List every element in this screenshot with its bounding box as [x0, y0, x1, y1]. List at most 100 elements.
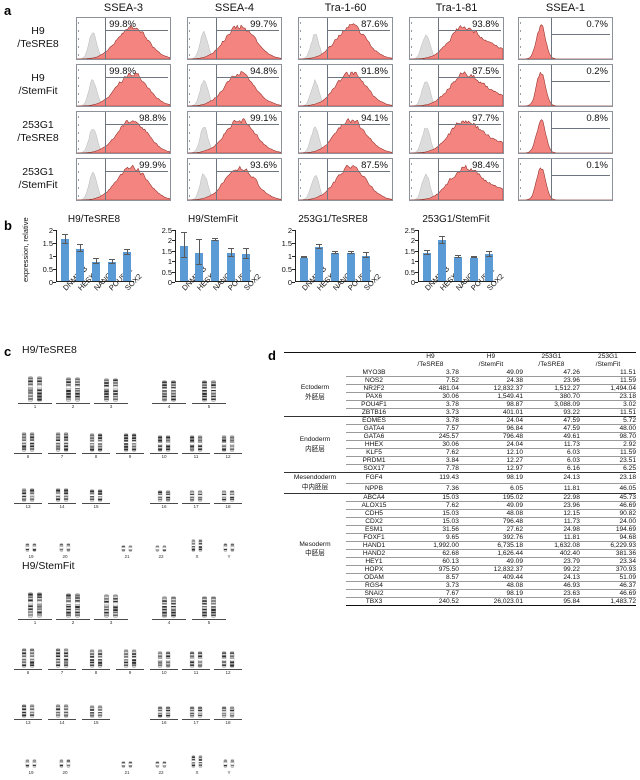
value-HOPX-col2: 12,832.37 [458, 565, 523, 574]
histogram-traces [410, 71, 503, 106]
gene-name-PAX6: PAX6 [346, 392, 402, 402]
axis-tick [520, 187, 521, 189]
y-tick-label-1-5: 2.5 [161, 226, 172, 235]
value-NOS2-col4: 11.59 [579, 376, 636, 386]
axis-tick [300, 54, 301, 56]
chromosome-pair-11 [182, 435, 210, 452]
axis-tick [520, 132, 521, 134]
chromosome-pair-10 [150, 651, 178, 668]
panel-a-flow-cytometry: a SSEA-3 SSEA-4 Tra-1-60 Tra-1-81 SSEA-1 H9/… [0, 0, 640, 212]
gate-vertical-line [438, 65, 439, 106]
chromosome-glyph [97, 433, 103, 452]
axis-tick [78, 163, 79, 165]
chromosome-number-10: 10 [161, 454, 167, 459]
axis-tick [520, 163, 521, 165]
chromosome-3-1 [103, 378, 110, 402]
chromosome-22-1 [155, 761, 160, 768]
group-baseline [82, 453, 110, 454]
value-ABCA4-col4: 45.73 [579, 493, 636, 502]
error-cap-bottom-SOX2 [124, 254, 131, 255]
gate-vertical-line [216, 159, 217, 200]
chromosome-group-14: 14 [48, 692, 76, 726]
chromosome-group-12: 12 [214, 642, 242, 676]
gate-horizontal-line [327, 124, 390, 125]
table-row: HOPX 975.50 12,832.37 99.22 370.93 [284, 565, 636, 574]
flow-histogram-ssea-3-row1 [76, 17, 171, 60]
chromosome-group-9: 9 [116, 426, 144, 460]
chromosome-glyph [157, 435, 163, 452]
flow-column-header-tra-1-81: Tra-1-81 [435, 2, 478, 14]
chromosome-pair-21 [116, 545, 138, 552]
chromosome-20-2 [66, 543, 71, 552]
negative-control-trace [188, 79, 281, 106]
value-CDX2-col2: 796.48 [458, 517, 523, 526]
axis-tick [78, 116, 79, 118]
gene-name-NPPB: NPPB [346, 483, 402, 494]
y-tick-label-0-4: 2 [48, 226, 53, 235]
value-NR2F2-col3: 1,512.27 [523, 384, 580, 394]
chromosome-glyph [165, 435, 171, 452]
y-tick-mark [415, 261, 418, 263]
axis-tick [300, 85, 301, 87]
karyotype-2: H9/StemFit 1 2 3 4 5 6 7 8 9 10 11 12 13 14 15 16 17 18 19 2… [0, 560, 266, 775]
gate-horizontal-line [216, 77, 279, 78]
histogram-traces [188, 118, 281, 153]
group-baseline [14, 719, 42, 720]
chromosome-17-2 [197, 490, 203, 502]
value-KLF5-col2: 12.10 [458, 448, 523, 458]
axis-tick [300, 116, 301, 118]
negative-control-trace [410, 127, 503, 153]
y-tick-mark [415, 240, 418, 242]
flow-histogram-tra-1-81-row2 [409, 64, 504, 107]
error-cap-top-NANOG [455, 255, 461, 257]
group-baseline [192, 619, 226, 620]
table-row: SOX17 7.78 12.97 6.16 6.25 [284, 464, 636, 474]
chromosome-glyph [29, 488, 35, 502]
error-cap-top-SOX2 [363, 252, 370, 254]
chromosome-number-5: 5 [207, 620, 211, 625]
error-cap-top-NANOG [332, 250, 338, 252]
gate-vertical-line [216, 18, 217, 59]
chromosome-pair-19 [20, 543, 42, 552]
chromosome-glyph [113, 594, 118, 618]
chromosome-pair-7 [48, 648, 76, 668]
flow-column-header-ssea-1: SSEA-1 [545, 2, 586, 14]
group-baseline [48, 719, 76, 720]
chromosome-group-11: 11 [182, 642, 210, 676]
value-CDX2-col3: 11.73 [523, 517, 580, 526]
chromosome-19-1 [25, 543, 30, 552]
chromosome-number-18: 18 [225, 720, 231, 725]
gene-name-NOS2: NOS2 [346, 376, 402, 386]
chromosome-glyph [63, 488, 69, 502]
value-ABCA4-col3: 22.98 [523, 493, 580, 502]
bar-DNMT3B [179, 245, 188, 281]
chromosome-group-21: 21 [116, 526, 138, 560]
negative-control-trace [299, 126, 392, 153]
value-EOMES-col4: 5.72 [579, 416, 636, 426]
column-header-line: H9 [426, 353, 435, 360]
chromosome-number-X: X [195, 554, 199, 559]
chromosome-pair-20 [54, 759, 76, 768]
chromosome-group-Y: Y [218, 742, 240, 776]
y-tick-mark [292, 256, 295, 257]
gate-vertical-line [216, 112, 217, 153]
panel-c-karyotypes: c H9/TeSRE8 1 2 3 4 5 6 7 8 9 10 11 12 13 14 15 16 17 18 19… [0, 338, 266, 780]
chromosome-glyph [28, 592, 33, 618]
chromosome-1-2 [36, 592, 43, 618]
axis-tick [520, 69, 521, 71]
chromosome-pair-18 [214, 490, 242, 502]
group-baseline [152, 403, 186, 404]
chromosome-glyph [157, 490, 163, 502]
germ-layer-expression-table: H9/TeSRE8 H9/StemFit 253G1/TeSRE8 253G1/… [284, 352, 636, 606]
error-cap-bottom-DNMT3B [61, 243, 68, 245]
axis-tick [189, 69, 190, 71]
value-NR2F2-col1: 481.04 [402, 384, 459, 394]
chromosome-18-1 [221, 490, 227, 502]
error-cap-bottom-HESX1 [316, 248, 323, 250]
value-KLF5-col1: 7.62 [402, 448, 459, 458]
chromosome-number-17: 17 [193, 504, 199, 509]
y-tick-label-1-3: 1.5 [161, 246, 172, 256]
table-row: CDX2 15.03 796.48 11.73 24.00 [284, 517, 636, 526]
y-tick-label-1-4: 2 [167, 236, 172, 246]
value-ABCA4-col2: 195.02 [458, 493, 523, 502]
